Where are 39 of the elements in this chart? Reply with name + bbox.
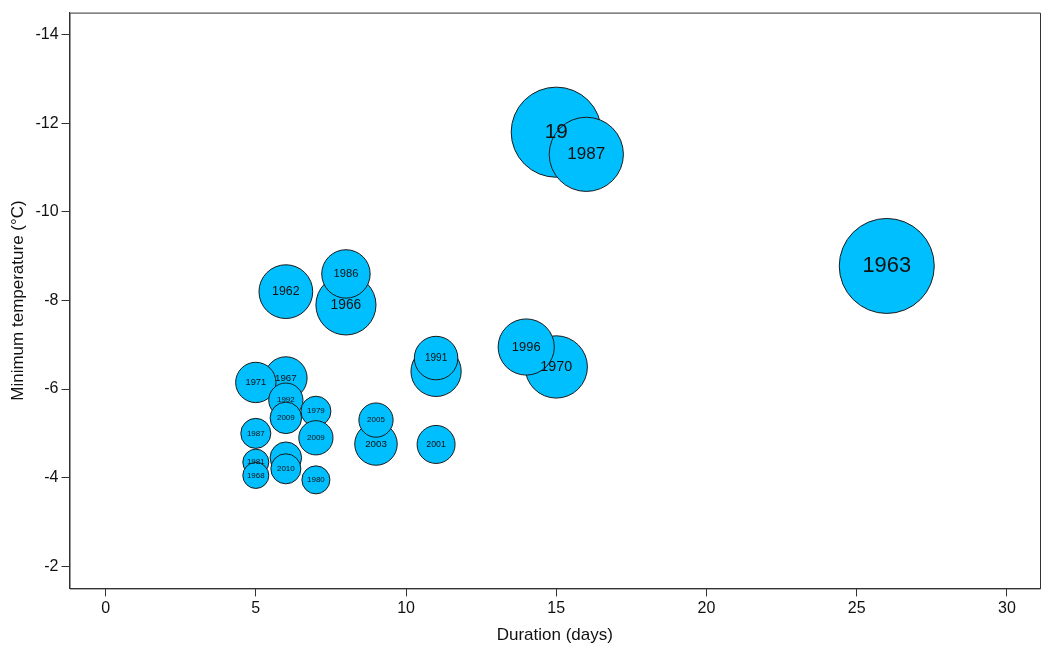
annotation: 1966: [330, 295, 362, 312]
annotation: 2009: [307, 433, 326, 443]
annotation: 19: [544, 118, 568, 142]
annotation: 1967: [274, 371, 297, 383]
annotation: 2003: [365, 437, 387, 449]
y-tick-label: -8: [44, 290, 59, 308]
annotation: 1963: [862, 251, 912, 277]
x-axis-title: Duration (days): [496, 625, 613, 645]
y-tick-label: -12: [35, 113, 59, 131]
annotation: 1980: [307, 475, 326, 485]
annotation: 2001: [426, 438, 446, 449]
annotation: 1987: [246, 428, 266, 438]
x-tick-label: 20: [697, 599, 716, 617]
annotation: 1986: [333, 266, 359, 279]
annotation: 1996: [511, 338, 541, 354]
x-tick-label: 25: [847, 599, 866, 617]
x-tick-label: 5: [251, 599, 261, 617]
annotation: 1968: [246, 470, 266, 480]
annotation: 1991: [424, 351, 448, 363]
annotation: 2009: [276, 413, 296, 423]
x-tick-label: 15: [547, 599, 566, 617]
y-axis-title: Minimum temperature (°C): [7, 200, 27, 401]
y-tick-label: -6: [44, 379, 59, 397]
x-tick-label: 0: [101, 599, 111, 617]
annotation: 1987: [567, 144, 606, 164]
annotation: 1992: [276, 395, 296, 405]
annotation: 2010: [276, 464, 296, 474]
annotation: 2005: [367, 415, 386, 425]
annotation: 1971: [245, 377, 267, 387]
annotation: 1970: [540, 357, 573, 374]
y-tick-label: -4: [44, 468, 59, 486]
annotation: 1979: [307, 406, 326, 416]
x-tick-label: 30: [998, 599, 1016, 617]
x-tick-label: 10: [397, 599, 416, 617]
y-tick-label: -14: [35, 25, 59, 43]
y-tick-label: -10: [35, 202, 59, 220]
annotation: 1981: [246, 457, 266, 467]
annotation: 1962: [272, 284, 300, 299]
y-tick-label: -2: [44, 556, 59, 574]
